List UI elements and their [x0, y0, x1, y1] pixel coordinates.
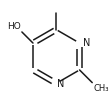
Text: HO: HO: [7, 22, 21, 31]
Text: N: N: [83, 38, 90, 48]
Text: CH₃: CH₃: [93, 84, 109, 93]
Text: N: N: [57, 78, 64, 88]
